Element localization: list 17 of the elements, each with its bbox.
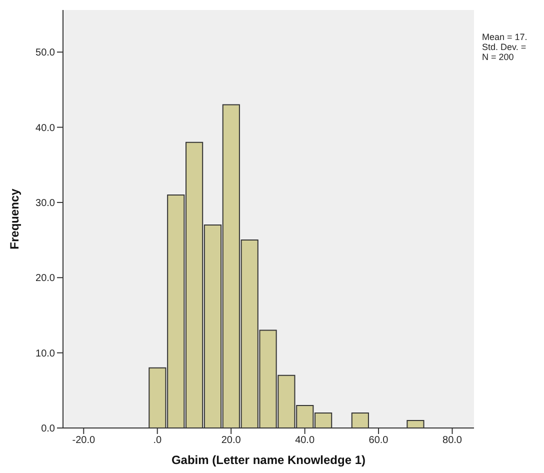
y-tick-label: 0.0 xyxy=(41,424,56,435)
y-axis-title: Frequency xyxy=(7,188,22,250)
x-tick-label: 60.0 xyxy=(368,435,389,446)
x-axis-title: Gabim (Letter name Knowledge 1) xyxy=(171,453,366,467)
y-tick-label: 20.0 xyxy=(36,273,56,284)
x-tick-label: 40.0 xyxy=(295,435,315,446)
y-tick-label: 40.0 xyxy=(36,122,56,134)
y-tick-label: 30.0 xyxy=(36,198,56,210)
y-tick-label: 10.0 xyxy=(36,348,56,360)
x-tick-label: 80.0 xyxy=(442,435,462,446)
text: Std. Dev. = xyxy=(482,42,528,52)
x-tick-label: .0 xyxy=(153,435,162,446)
text: N = 200 xyxy=(482,52,515,62)
text: Mean = 17. xyxy=(482,32,528,42)
x-tick-label: -20.0 xyxy=(72,435,96,446)
x-tick-label: 20.0 xyxy=(221,435,242,446)
y-tick-label: 50.0 xyxy=(36,48,56,59)
